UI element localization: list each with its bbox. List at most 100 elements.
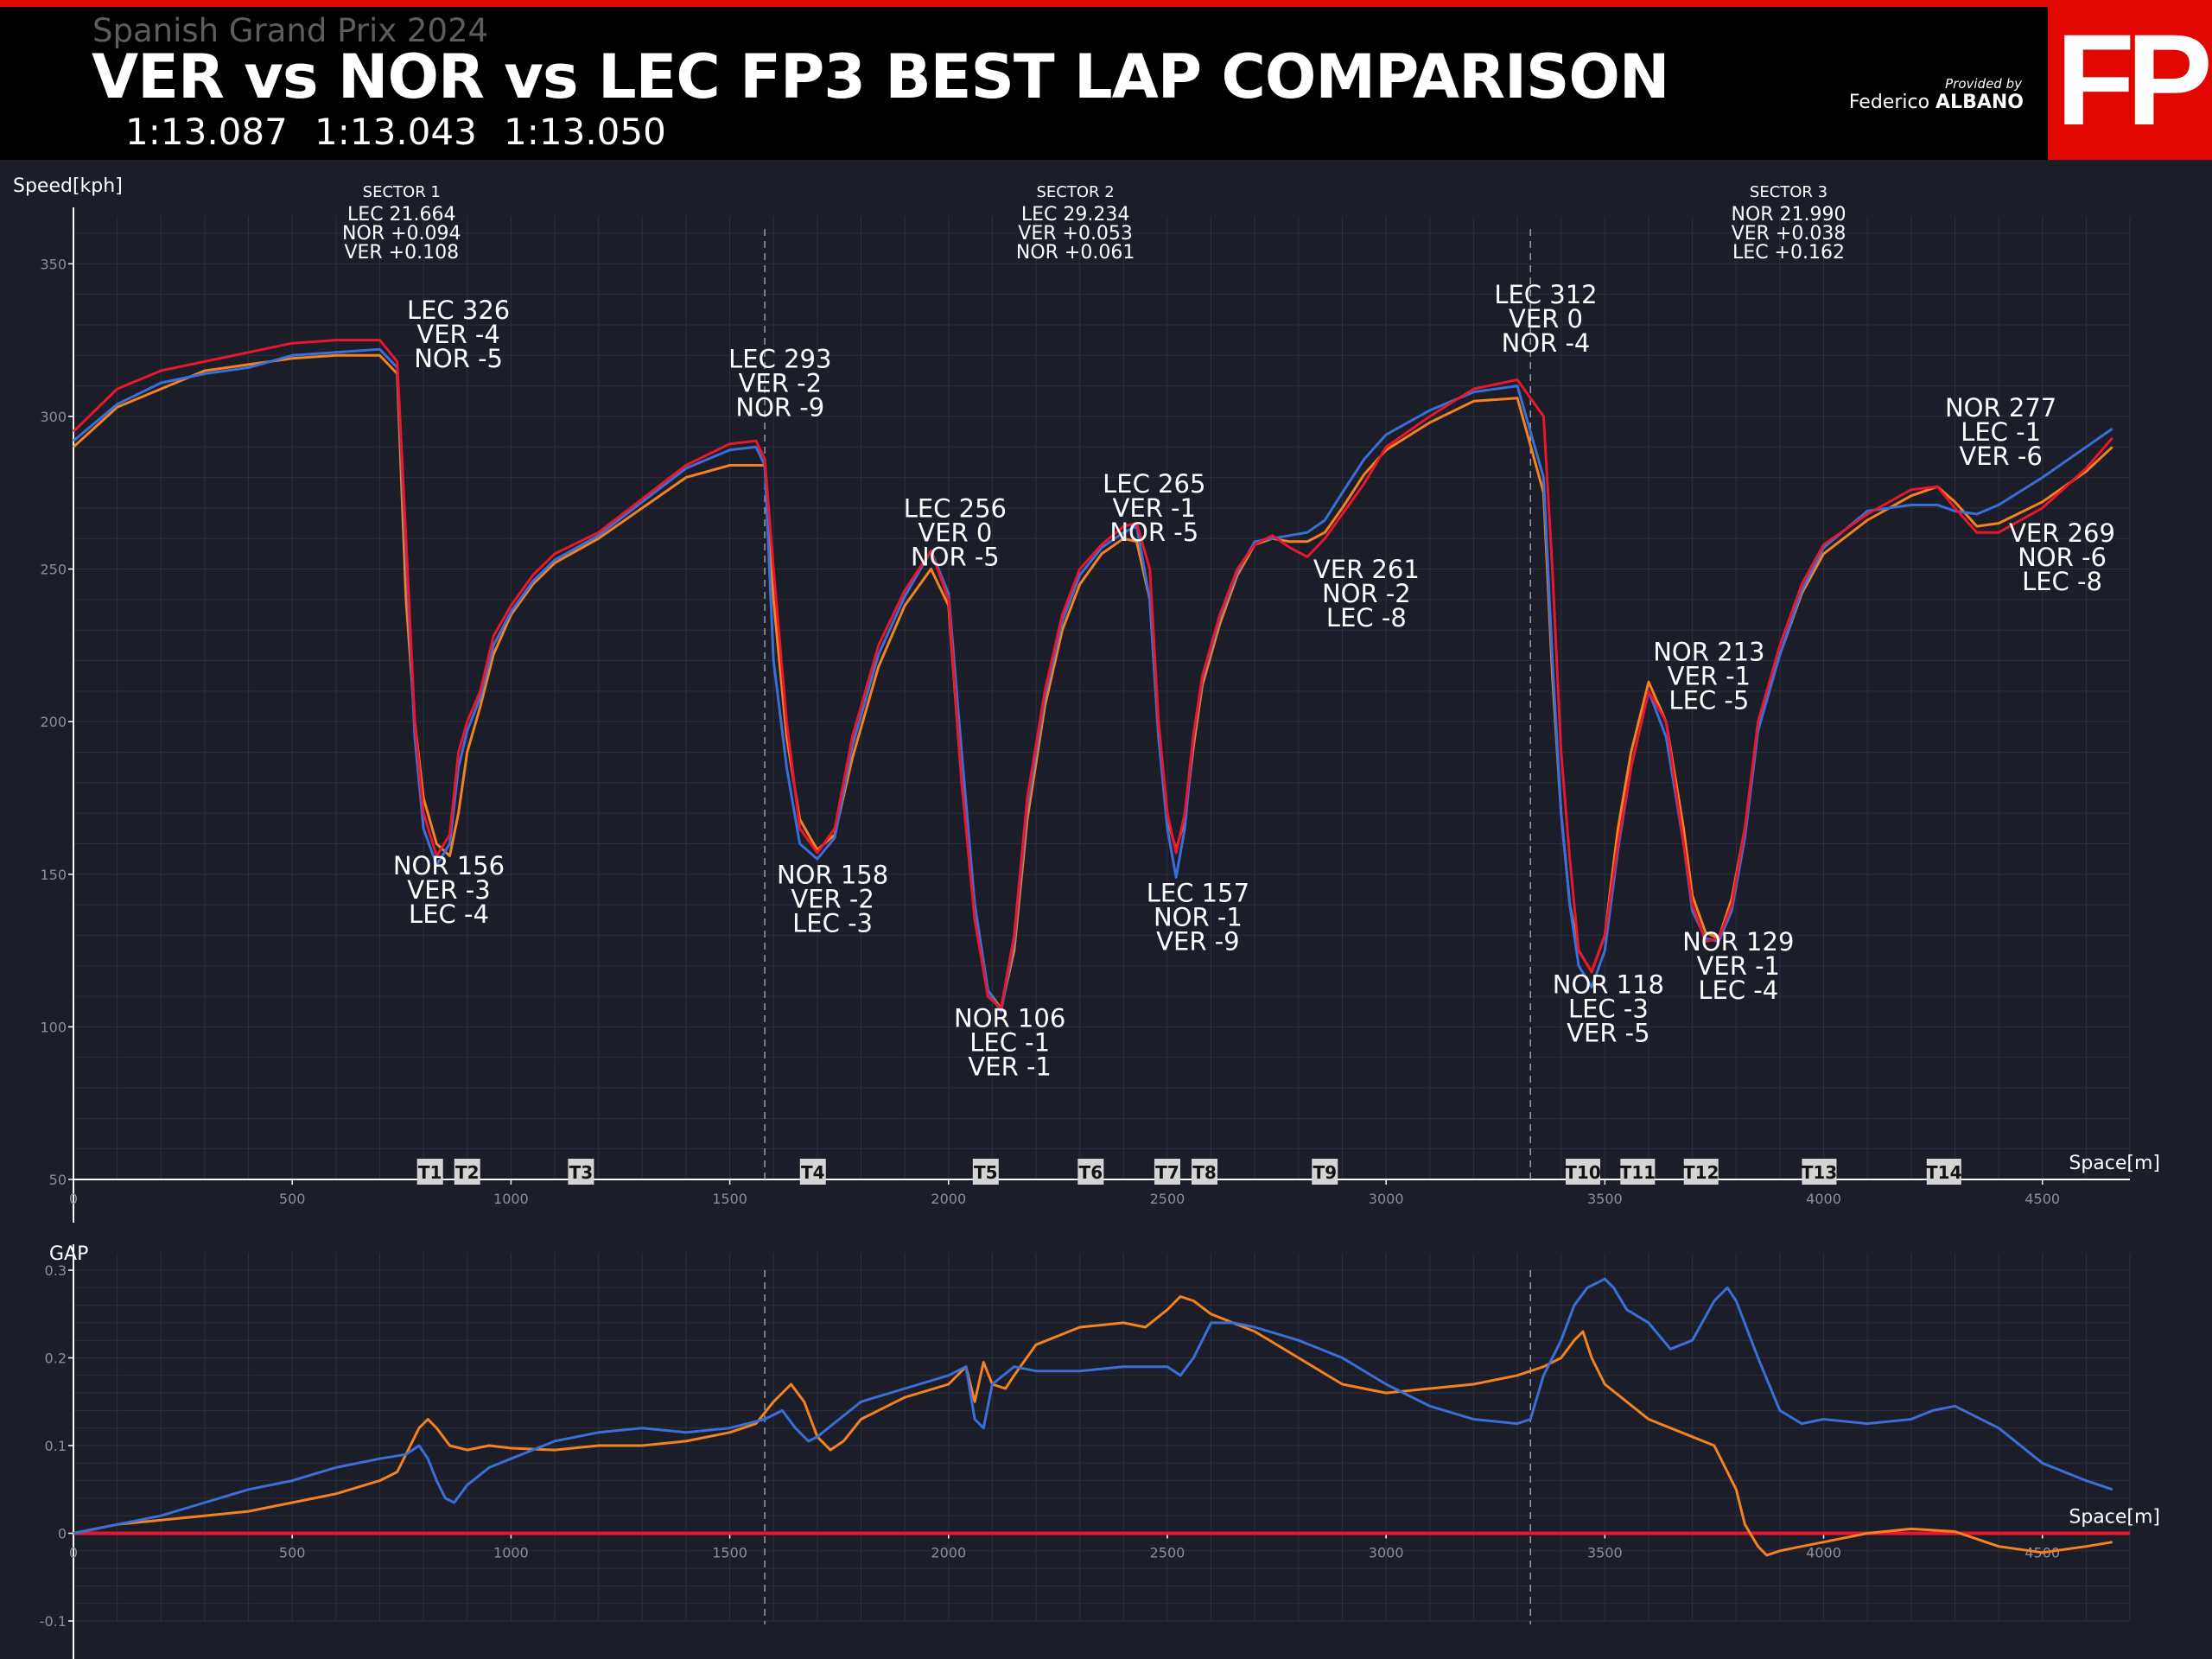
author-first-name: Federico [1848,92,1930,113]
red-accent-line [0,0,2212,7]
provided-by-label: Provided by [1945,76,2022,92]
speed-annotation: LEC 312 [1494,280,1597,309]
speed-annotation: NOR 118 [1553,970,1664,1000]
speed-annotation: NOR 129 [1682,927,1794,957]
turn-label: T6 [1079,1162,1103,1183]
series-line-nor [72,353,2113,1010]
speed-annotation: NOR -5 [1109,518,1198,547]
y-tick-label: 100 [40,1019,67,1035]
turn-marker [568,1159,594,1185]
x-tick-label: 4000 [1806,1191,1841,1207]
chart-subtitle: Spanish Grand Prix 2024 [92,12,489,49]
speed-annotation: NOR -5 [414,344,503,373]
x-tick-label: 2000 [931,1545,966,1561]
laptime-ver: 1:13.087 [125,111,288,153]
x-tick-label: 1500 [712,1545,747,1561]
speed-annotation: NOR -1 [1154,903,1243,932]
speed-annotation: VER -1 [1668,662,1751,691]
header-bar: Spanish Grand Prix 2024 VER vs NOR vs LE… [0,0,2212,160]
turn-marker [1566,1159,1601,1185]
sector-time: VER +0.108 [344,242,459,264]
author-last-name: ALBANO [1936,92,2024,113]
series-line-lec [72,339,2113,1010]
speed-annotation: VER 0 [918,518,992,548]
turn-label: T1 [418,1162,442,1183]
speed-annotation: VER 261 [1313,555,1420,584]
sector-time: NOR +0.061 [1016,242,1135,264]
turn-marker [1620,1159,1656,1185]
speed-annotation: NOR 156 [393,851,505,880]
turn-label: T13 [1802,1162,1837,1183]
y-tick-label: 200 [40,714,67,730]
sector-header: SECTOR 3 [1750,183,1827,201]
speed-annotation: NOR 106 [954,1003,1065,1033]
speed-annotation: VER -5 [1567,1019,1649,1048]
x-tick-label: 0 [69,1545,78,1561]
x-tick-label: 1000 [493,1191,529,1207]
turn-marker [972,1159,999,1185]
y-axis-title: Speed[kph] [13,175,123,197]
speed-annotation: VER -2 [739,368,822,397]
x-tick-label: 2500 [1150,1191,1185,1207]
turn-marker [1154,1159,1180,1185]
sector-time: VER +0.038 [1732,223,1847,245]
x-tick-label: 3500 [1587,1545,1623,1561]
speed-annotation: NOR -9 [735,392,824,422]
speed-annotation: NOR 213 [1653,638,1764,667]
x-tick-label: 1500 [712,1191,747,1207]
speed-annotation: VER -6 [1959,442,2042,471]
x-axis-title: Space[m] [2069,1507,2160,1529]
turn-marker [799,1159,826,1185]
speed-annotation: LEC 265 [1103,469,1205,499]
speed-annotation: VER -1 [1697,951,1780,981]
speed-annotation: VER -1 [1113,493,1196,523]
turn-label: T11 [1620,1162,1656,1183]
speed-annotation: VER 0 [1509,304,1583,334]
speed-annotation: VER -9 [1156,927,1239,957]
speed-annotation: LEC 326 [407,296,510,325]
turn-marker [1802,1159,1837,1185]
turn-marker [1077,1159,1104,1185]
sector-header: SECTOR 1 [363,183,441,201]
y-tick-label: 0 [58,1526,67,1542]
x-tick-label: 3500 [1587,1191,1623,1207]
sector-time: LEC +0.162 [1732,242,1845,264]
turn-label: T14 [1926,1162,1961,1183]
sector-header: SECTOR 2 [1037,183,1115,201]
fp-logo: FP [2048,0,2212,160]
speed-annotation: LEC 293 [728,344,831,373]
y-axis-title: GAP [49,1243,88,1265]
turn-label: T7 [1155,1162,1179,1183]
x-tick-label: 2000 [931,1191,966,1207]
x-tick-label: 3000 [1369,1545,1404,1561]
speed-annotation: LEC -8 [1326,603,1407,632]
speed-annotation: LEC -3 [792,908,873,938]
speed-annotation: NOR -2 [1322,579,1411,608]
turn-label: T5 [974,1162,998,1183]
x-tick-label: 3000 [1369,1191,1404,1207]
speed-annotation: VER -4 [416,320,499,349]
speed-annotation: LEC 157 [1147,879,1249,908]
speed-annotation: VER 269 [2009,518,2115,548]
speed-annotation: LEC -3 [1568,995,1649,1024]
turn-label: T10 [1565,1162,1600,1183]
turn-label: T3 [569,1162,594,1183]
speed-annotation: VER -1 [968,1052,1051,1081]
turn-marker [1192,1159,1217,1185]
speed-annotation: LEC -5 [1669,686,1749,715]
gap-chart: -0.1 0 0.1 0.2 0.3 0 500 1000 1500 2000 2500 3000 35… [40,1243,2160,1659]
speed-annotation: LEC -4 [409,899,489,929]
speed-annotation: NOR 158 [777,860,888,889]
x-tick-label: 500 [279,1191,306,1207]
x-tick-label: 1000 [493,1545,529,1561]
y-tick-label: 350 [40,256,67,272]
x-axis-title: Space[m] [2069,1153,2160,1174]
speed-annotation: NOR 277 [1945,393,2056,423]
y-tick-label: 0.3 [45,1262,67,1279]
speed-annotation: NOR -5 [911,543,1000,572]
x-tick-label: 0 [69,1191,78,1207]
turn-label: T12 [1683,1162,1719,1183]
y-tick-label: 0.2 [45,1351,67,1367]
laptime-nor: 1:13.043 [315,111,477,153]
